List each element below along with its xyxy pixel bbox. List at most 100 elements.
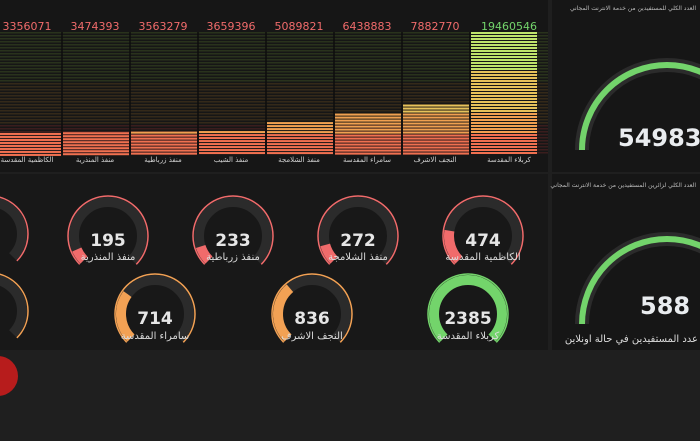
bar-4-segment: [267, 125, 333, 128]
gauge-row1-3-fill: [444, 229, 463, 264]
bar-7-segment: [471, 83, 537, 85]
bar-7-segment: [471, 65, 537, 67]
bar-1-segment: [63, 135, 129, 138]
bar-7-segment: [471, 41, 537, 43]
background-band: [0, 107, 548, 109]
bar-7-segment: [471, 80, 537, 82]
background-band: [0, 116, 548, 118]
total-beneficiaries-panel: العدد الكلي للمستفيدين من خدمة الانترنت …: [552, 0, 700, 172]
total-gauge-arc: [575, 58, 700, 151]
bar-5-segment: [335, 119, 401, 122]
bar-5-segment: [335, 125, 401, 128]
gauge-left-partial-2-track: [0, 275, 27, 338]
bar-7-segment: [471, 68, 537, 70]
bar-2-segment: [131, 131, 197, 134]
bar-7-segment: [471, 56, 537, 58]
online-users-title: العدد الكلي لزائرين المستفيدين من خدمة ا…: [550, 182, 696, 189]
bar-3-segment: [199, 131, 265, 134]
background-band: [0, 89, 548, 91]
background-band: [0, 95, 548, 97]
bar-3-segment: [199, 140, 265, 143]
gauge-row1-0-outline: [67, 195, 149, 265]
gauge-left-partial-2-outline: [0, 273, 29, 339]
gauge-label-shalamcha: منفذ الشلامجة: [328, 252, 388, 263]
bar-5-segment: [335, 131, 401, 134]
bar-5-segment: [335, 152, 401, 155]
gauge-row1-2-fill: [320, 243, 338, 264]
background-band: [0, 56, 548, 58]
gauge-value-karbala: 2385: [444, 309, 492, 329]
bar-3-segment: [199, 146, 265, 149]
bar-7-segment: [471, 32, 537, 34]
total-beneficiaries-title: العدد الكلي للمستفيدين من خدمة الانترنت …: [570, 5, 696, 12]
bar-7-segment: [471, 146, 537, 148]
bar-7-segment: [471, 116, 537, 118]
bar-6-segment: [403, 107, 469, 110]
bar-1-segment: [63, 153, 129, 156]
background-band: [0, 98, 548, 100]
bar-7-segment: [471, 98, 537, 100]
bar-2-segment: [131, 152, 197, 155]
gauge-left-partial-1-track: [0, 198, 27, 261]
bar-value-7: 19460546: [481, 20, 537, 33]
background-band: [0, 80, 548, 82]
bar-2-segment: [131, 143, 197, 146]
bar-0-segment: [0, 153, 61, 156]
bar-5-segment: [335, 146, 401, 149]
bar-7-segment: [471, 149, 537, 151]
bar-chart: [0, 32, 548, 156]
bar-value-0: 3356071: [2, 20, 52, 33]
bar-2-segment: [131, 134, 197, 137]
background-band: [0, 113, 548, 115]
bar-6-segment: [403, 119, 469, 122]
bar-7-segment: [471, 119, 537, 121]
bar-4-segment: [267, 140, 333, 143]
gauge-row2-2-outline: [427, 273, 509, 343]
bar-0-segment: [0, 135, 61, 138]
bar-value-4: 5089821: [274, 20, 324, 33]
bar-7-segment: [471, 77, 537, 79]
background-band: [0, 68, 548, 70]
bar-6-segment: [403, 143, 469, 146]
gauge-label-zurbatiya: منفذ زرباطية: [206, 252, 260, 263]
gauge-row1-0-track: [69, 197, 147, 264]
background-band: [0, 92, 548, 94]
gauge-label-najaf: النجف الاشرف: [281, 331, 343, 342]
bar-6-segment: [403, 131, 469, 134]
bar-2-segment: [131, 149, 197, 152]
gauge-row2-1-outline: [271, 273, 353, 343]
gauges-panel: 195 منفذ المنذرية 233 منفذ زرباطية 272 م…: [0, 174, 548, 350]
online-gauge-arc: [575, 232, 700, 325]
bar-6-segment: [403, 146, 469, 149]
red-status-dot[interactable]: [0, 356, 18, 396]
gauge-row2-0-fill: [116, 291, 135, 342]
bar-1-segment: [63, 150, 129, 153]
bar-3-segment: [199, 137, 265, 140]
bar-5-segment: [335, 137, 401, 140]
gauge-row1-3-outline: [442, 195, 524, 265]
bar-5-segment: [335, 134, 401, 137]
bar-3-segment: [199, 134, 265, 137]
background-band: [0, 35, 548, 37]
bar-0-segment: [0, 132, 61, 135]
bar-6-segment: [403, 134, 469, 137]
gauge-row1-1-track: [194, 197, 272, 264]
bar-6-segment: [403, 140, 469, 143]
bar-7-segment: [471, 107, 537, 109]
bar-5-segment: [335, 149, 401, 152]
bar-7-segment: [471, 71, 537, 73]
bar-0-segment: [0, 141, 61, 144]
bar-6-segment: [403, 104, 469, 107]
bar-6-segment: [403, 128, 469, 131]
background-band: [0, 44, 548, 46]
online-users-panel: العدد الكلي لزائرين المستفيدين من خدمة ا…: [550, 174, 700, 350]
background-band: [0, 38, 548, 40]
background-band: [0, 59, 548, 61]
bar-0-segment: [0, 150, 61, 153]
bar-7-segment: [471, 140, 537, 142]
background-band: [0, 77, 548, 79]
bar-5-segment: [335, 116, 401, 119]
bar-7-segment: [471, 86, 537, 88]
gauge-row1-1-fill: [195, 244, 213, 264]
bar-7-segment: [471, 44, 537, 46]
